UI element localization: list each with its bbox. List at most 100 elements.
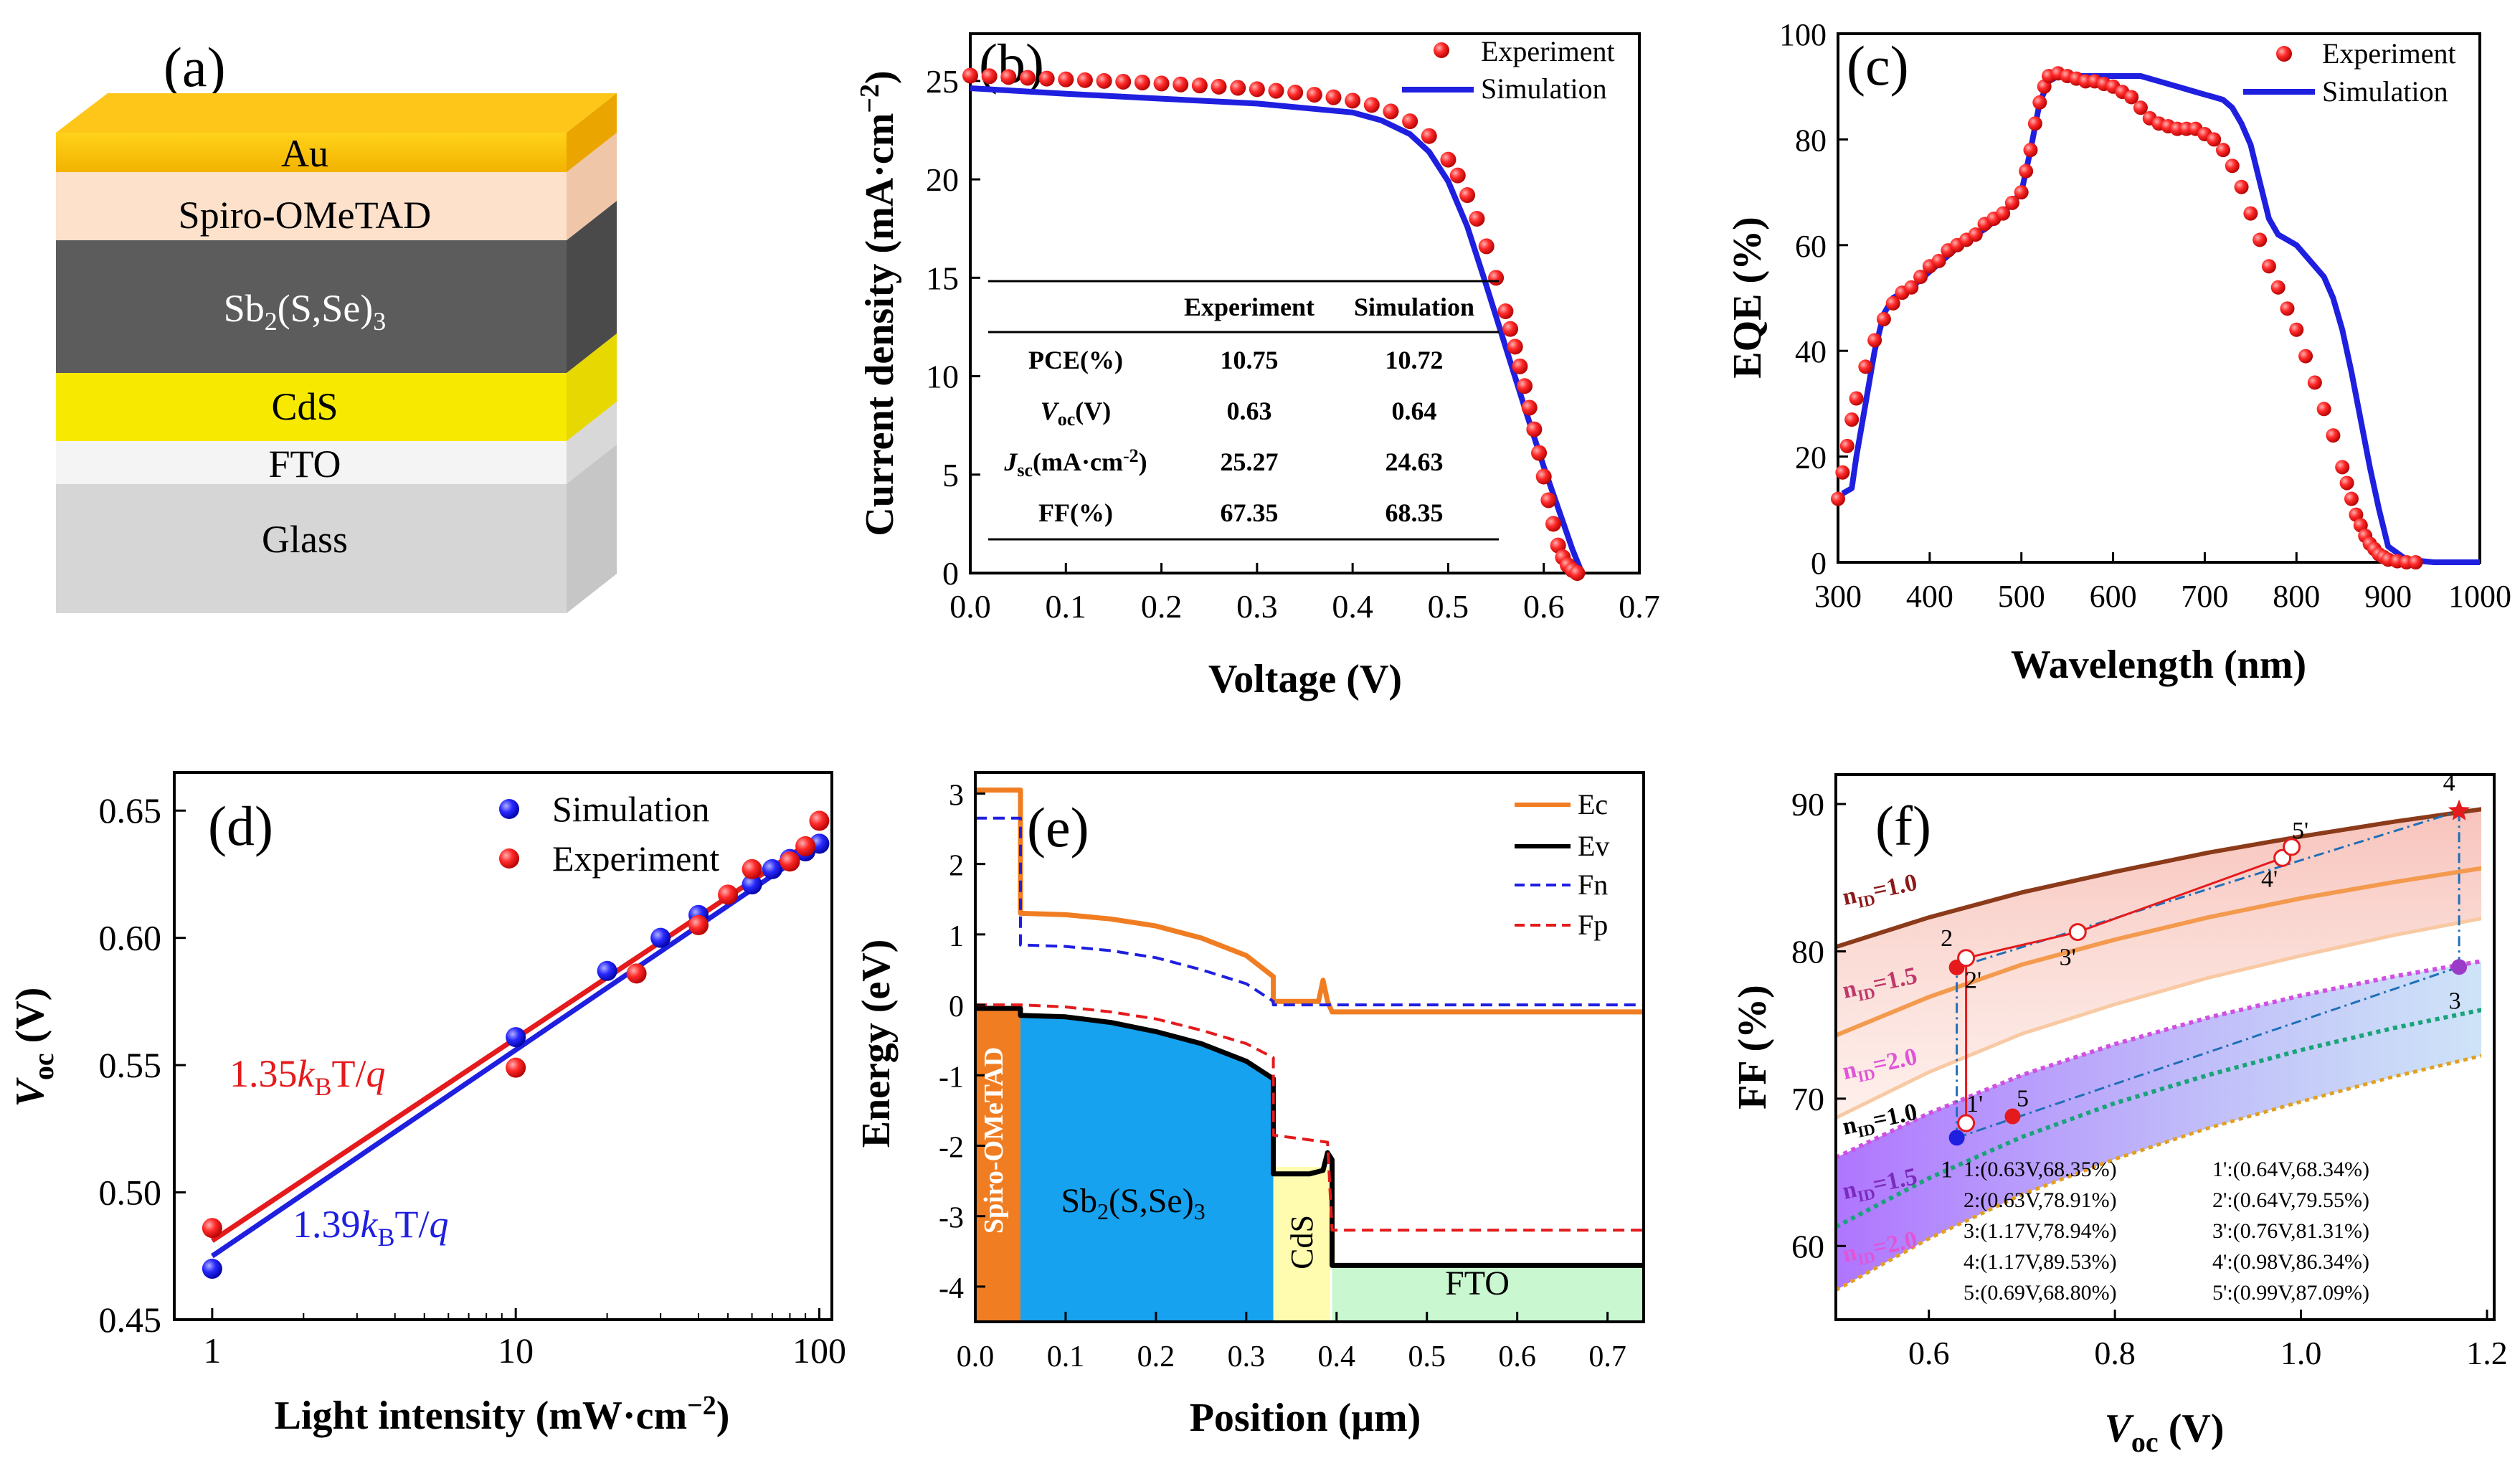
- point-summary: 1':(0.64V,68.34%): [2212, 1158, 2369, 1181]
- experiment-point-b: [1019, 70, 1036, 86]
- point-label: 1': [1966, 1091, 1983, 1117]
- x-tick-label: 0.5: [1428, 588, 1469, 625]
- y-tick-label: 1: [949, 920, 964, 953]
- experiment-point-d: [626, 963, 647, 984]
- y-axis-label-d: Voc (V): [8, 988, 60, 1107]
- experiment-point-c: [2234, 179, 2249, 194]
- experiment-point-b: [1545, 516, 1562, 532]
- simulation-curve-b: [970, 85, 1585, 574]
- legend-experiment-d: Experiment: [552, 838, 719, 879]
- x-tick-label: 800: [2273, 579, 2320, 614]
- axis-ticks-d: 1 10 100 0.45 0.50 0.55 0.60 0.65: [99, 790, 846, 1371]
- experiment-point-b: [1325, 89, 1342, 105]
- legend-ev: Ev: [1578, 830, 1609, 862]
- x-tick-label: 0.4: [1318, 1340, 1356, 1373]
- table-cell: 25.27: [1221, 448, 1279, 476]
- x-tick-label: 0.8: [2094, 1335, 2136, 1371]
- layer-au: [56, 133, 567, 172]
- panel-e: (e) 0.0 0.1 0.2 0.3 0.4 0.5 0.6 0.7 -4 -3 -2 -1 0 1 2 3…: [854, 771, 1645, 1440]
- x-tick-label: 700: [2181, 579, 2228, 614]
- experiment-point-c: [2014, 185, 2029, 200]
- x-tick-label: 0.5: [1408, 1340, 1446, 1373]
- point-marker: [2068, 923, 2087, 942]
- x-tick-label: 100: [792, 1330, 846, 1371]
- experiment-point-c: [2243, 206, 2258, 221]
- panel-d: (d) 1 10 100 0.45 0.50 0.55 0.60 0.65 Light int…: [8, 771, 846, 1438]
- point-marker: [2451, 959, 2468, 975]
- x-axis-label-e: Position (μm): [1190, 1396, 1421, 1440]
- legend-ec: Ec: [1578, 788, 1608, 820]
- region-label-sbsse: Sb2(S,Se)3: [1061, 1182, 1205, 1224]
- experiment-point-b: [1497, 303, 1514, 319]
- x-tick-label: 0.6: [1908, 1335, 1950, 1371]
- point-label: 2': [1965, 968, 1981, 994]
- experiment-point-c: [2307, 375, 2322, 390]
- x-tick-label: 0.2: [1137, 1340, 1175, 1373]
- experiment-point-c: [1876, 311, 1891, 326]
- x-tick-label: 1000: [2448, 579, 2511, 614]
- y-tick-label: 60: [1795, 229, 1827, 264]
- point-summary: 3':(0.76V,81.31%): [2212, 1219, 2369, 1243]
- experiment-point-c: [1844, 412, 1860, 427]
- band-fp: [975, 1003, 1644, 1232]
- experiment-point-c: [2207, 132, 2222, 147]
- y-axis-label-f: FF (%): [1730, 985, 1775, 1110]
- ff-curve-4: [1834, 1008, 2481, 1229]
- region-cds: [1273, 1166, 1330, 1322]
- plot-frame-b: [969, 32, 1641, 574]
- experiment-point-b: [1550, 537, 1566, 554]
- experiment-point-c: [1968, 227, 1983, 242]
- experiment-point-b: [1531, 445, 1548, 461]
- ff-curve-0: [1835, 807, 2481, 950]
- point-label: 4: [2443, 770, 2455, 797]
- band-lines-e: [975, 787, 1644, 1268]
- experiment-point-b: [1469, 210, 1485, 227]
- legend-marker-experiment-b: [1434, 42, 1449, 58]
- experiment-point-c: [2004, 195, 2019, 210]
- axis-ticks-c: 300 400 500 600 700 800 900 1000 0 20 40 60 80 100: [1779, 17, 2511, 614]
- table-cell: 67.35: [1221, 498, 1279, 527]
- y-tick-label: 10: [926, 359, 959, 395]
- experiment-point-c: [2216, 143, 2230, 158]
- panel-label-b: (b): [979, 32, 1044, 95]
- band-ev: [975, 1006, 1644, 1268]
- x-tick-label: 0.4: [1332, 588, 1373, 625]
- legend-marker-simulation-d: [499, 799, 519, 819]
- point-label: 5': [2292, 818, 2308, 844]
- experiment-point-c: [2253, 232, 2268, 247]
- x-tick-label: 300: [1814, 579, 1862, 614]
- table-row-label: Jsc(mA·cm-2): [1003, 445, 1147, 481]
- region-spiro: [975, 1008, 1020, 1322]
- experiment-point-b: [1287, 85, 1304, 101]
- point-summary: 4:(1.17V,89.53%): [1964, 1250, 2117, 1274]
- label-au: Au: [281, 132, 328, 175]
- x-tick-label: 500: [1998, 579, 2045, 614]
- panel-label-d: (d): [208, 795, 273, 857]
- y-tick-label: 0.65: [99, 790, 162, 831]
- point-summary: 5:(0.69V,68.80%): [1964, 1281, 2117, 1305]
- table-cell: 0.64: [1392, 397, 1437, 425]
- y-tick-label: 0.60: [99, 918, 162, 958]
- experiment-point-c: [1996, 206, 2011, 221]
- legend-simulation-b: Simulation: [1481, 72, 1607, 105]
- x-tick-label: 0.2: [1141, 588, 1183, 625]
- experiment-point-b: [1076, 72, 1093, 88]
- x-tick-label: 1.0: [2280, 1335, 2322, 1371]
- x-tick-label: 600: [2090, 579, 2137, 614]
- legend-fn: Fn: [1578, 869, 1608, 901]
- annotation-simulation-slope: 1.39kBT/q: [293, 1203, 448, 1252]
- x-axis-label-d: Light intensity (mW·cm−2): [275, 1391, 730, 1438]
- point-marker: [1948, 1130, 1965, 1146]
- curves-f: [1834, 807, 2481, 1291]
- x-tick-label: 1: [203, 1330, 221, 1371]
- experiment-point-c: [1913, 270, 1928, 285]
- experiment-point-c: [2270, 280, 2285, 295]
- experiment-point-d: [688, 914, 709, 935]
- experiment-point-c: [2280, 301, 2295, 316]
- y-axis-label-e: Energy (eV): [854, 940, 899, 1148]
- table-row-label: FF(%): [1038, 498, 1113, 527]
- x-tick-label: 0.1: [1047, 1340, 1085, 1373]
- experiment-point-b: [1383, 103, 1399, 120]
- panel-label-f: (f): [1875, 795, 1931, 857]
- y-tick-label: 0.45: [99, 1300, 162, 1340]
